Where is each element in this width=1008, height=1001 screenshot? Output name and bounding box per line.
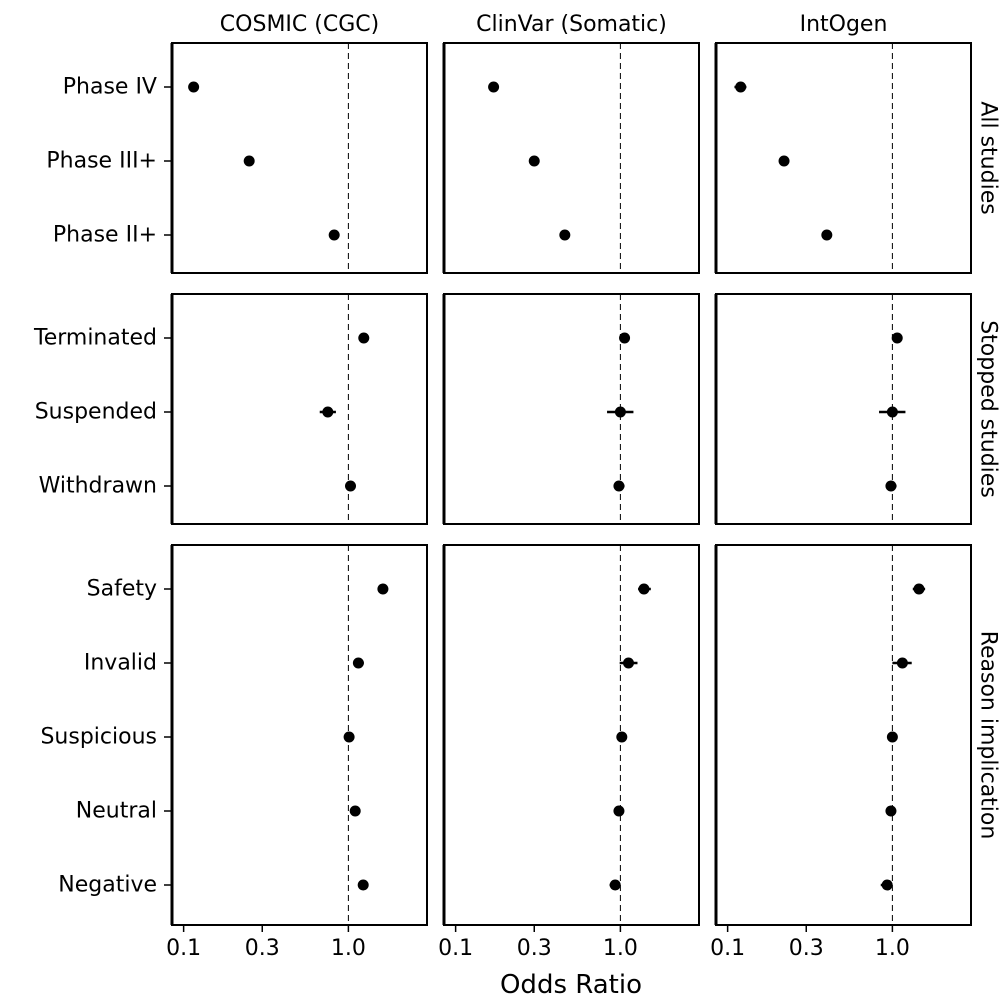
y-tick-label-invalid: Invalid <box>84 651 157 676</box>
point-suspended <box>614 406 626 418</box>
point-invalid <box>352 657 364 669</box>
y-tick-label-phase-iii: Phase III+ <box>46 149 157 174</box>
y-tick-label-phase-ii: Phase II+ <box>53 223 157 248</box>
y-tick-label-neutral: Neutral <box>76 799 157 824</box>
panel-reason-implication-clinvar-somatic <box>442 544 700 926</box>
panel-stopped-studies-intogen <box>714 293 972 525</box>
point-safety <box>913 583 925 595</box>
point-phase-iii <box>778 155 790 167</box>
column-title-clinvar-somatic: ClinVar (Somatic) <box>476 12 667 37</box>
point-phase-iii <box>243 155 255 167</box>
point-phase-iv <box>188 81 200 93</box>
point-phase-ii <box>559 229 571 241</box>
point-safety <box>638 583 650 595</box>
y-tick-label-suspended: Suspended <box>35 400 157 425</box>
panel-all-studies-intogen <box>714 42 972 274</box>
point-suspicious <box>616 731 628 743</box>
point-suspended <box>886 406 898 418</box>
x-tick-label-cosmic-cgc-2: 1.0 <box>331 936 366 961</box>
panel-stopped-studies-cosmic-cgc <box>170 293 428 525</box>
point-phase-iv <box>735 81 747 93</box>
panel-all-studies-cosmic-cgc <box>170 42 428 274</box>
point-terminated <box>891 332 903 344</box>
panel-stopped-studies-clinvar-somatic <box>442 293 700 525</box>
column-title-intogen: IntOgen <box>800 12 888 37</box>
point-neutral <box>885 805 897 817</box>
point-neutral <box>349 805 361 817</box>
point-invalid <box>622 657 634 669</box>
panel-frame <box>715 42 972 274</box>
x-tick-label-clinvar-somatic-2: 1.0 <box>603 936 638 961</box>
panel-reason-implication-intogen <box>714 544 972 926</box>
panel-frame <box>443 544 700 926</box>
panel-frame <box>715 544 972 926</box>
y-tick-label-withdrawn: Withdrawn <box>39 474 157 499</box>
x-tick-label-intogen-2: 1.0 <box>875 936 910 961</box>
point-terminated <box>358 332 370 344</box>
x-tick-label-clinvar-somatic-1: 0.3 <box>517 936 552 961</box>
x-tick-label-cosmic-cgc-1: 0.3 <box>245 936 280 961</box>
panel-frame <box>715 293 972 525</box>
point-safety <box>377 583 389 595</box>
y-tick-label-safety: Safety <box>87 577 157 602</box>
x-tick-label-cosmic-cgc-0: 0.1 <box>166 936 201 961</box>
labels-layer: COSMIC (CGC) ClinVar (Somatic) IntOgen All … <box>33 12 1001 1000</box>
y-tick-label-suspicious: Suspicious <box>40 725 157 750</box>
point-negative <box>609 879 621 891</box>
panel-frame <box>171 544 428 926</box>
point-withdrawn <box>613 480 625 492</box>
panels-layer <box>170 42 972 932</box>
row-group-label-reason-implication: Reason implication <box>976 631 1001 840</box>
point-phase-iv <box>488 81 500 93</box>
point-withdrawn <box>345 480 357 492</box>
point-suspicious <box>886 731 898 743</box>
point-neutral <box>613 805 625 817</box>
x-tick-label-clinvar-somatic-0: 0.1 <box>438 936 473 961</box>
point-phase-ii <box>821 229 833 241</box>
point-negative <box>881 879 893 891</box>
y-tick-label-terminated: Terminated <box>33 326 157 351</box>
point-suspicious <box>343 731 355 743</box>
row-group-label-all-studies: All studies <box>976 101 1001 214</box>
panel-all-studies-clinvar-somatic <box>442 42 700 274</box>
point-invalid <box>896 657 908 669</box>
row-group-label-stopped-studies: Stopped studies <box>976 320 1001 498</box>
panel-frame <box>443 42 700 274</box>
point-phase-ii <box>328 229 340 241</box>
x-axis-title: Odds Ratio <box>500 970 642 1000</box>
x-tick-label-intogen-0: 0.1 <box>710 936 745 961</box>
point-withdrawn <box>885 480 897 492</box>
point-terminated <box>619 332 631 344</box>
panel-frame <box>171 293 428 525</box>
y-tick-label-phase-iv: Phase IV <box>63 75 157 100</box>
x-tick-label-intogen-1: 0.3 <box>789 936 824 961</box>
panel-frame <box>443 293 700 525</box>
point-negative <box>357 879 369 891</box>
column-title-cosmic-cgc: COSMIC (CGC) <box>220 12 379 37</box>
y-tick-label-negative: Negative <box>58 873 157 898</box>
point-suspended <box>322 406 334 418</box>
panel-frame <box>171 42 428 274</box>
point-phase-iii <box>528 155 540 167</box>
panel-reason-implication-cosmic-cgc <box>170 544 428 926</box>
